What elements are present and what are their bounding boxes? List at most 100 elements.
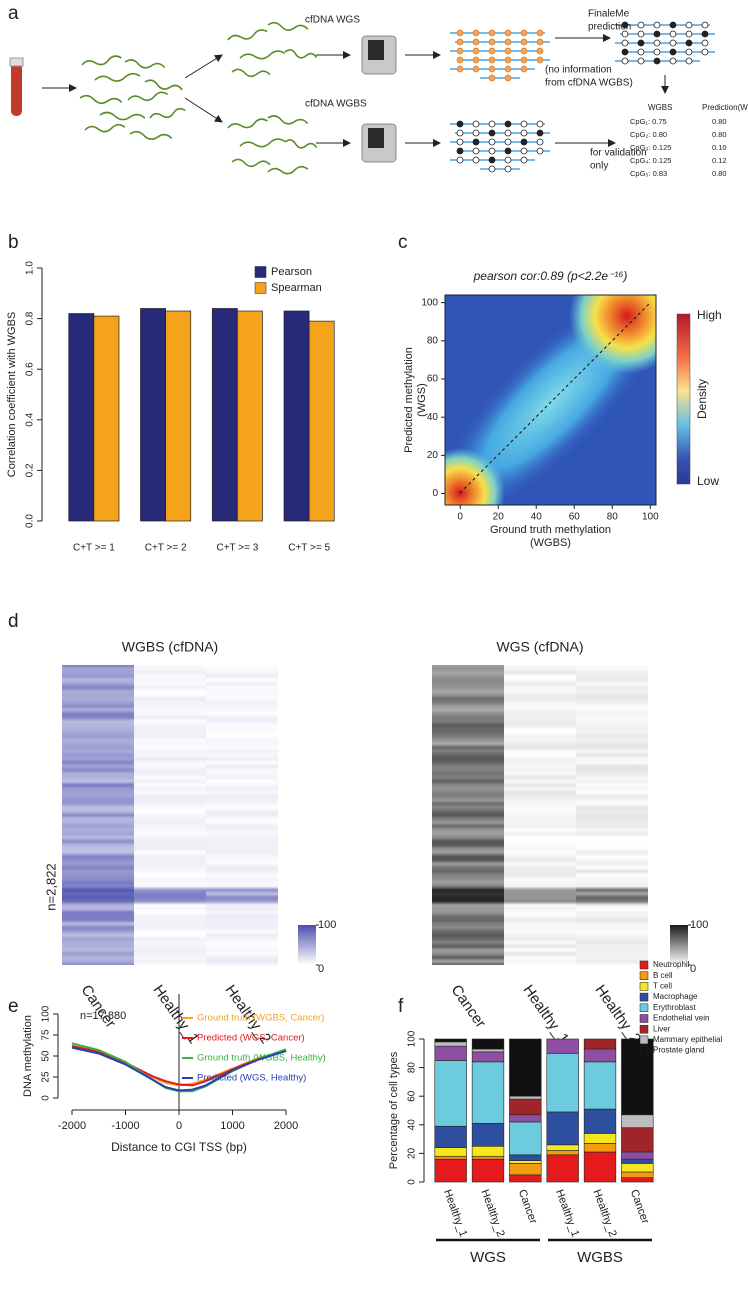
x-tick-label: Healthy_2 (478, 1188, 506, 1239)
y-tick-label: 80 (427, 335, 439, 346)
cpg (456, 29, 464, 37)
y-tick-label: 80 (407, 1062, 418, 1074)
fragment (239, 50, 286, 60)
cpg (520, 65, 528, 73)
bar-segment (583, 1048, 617, 1063)
y-tick-label: 40 (407, 1119, 418, 1131)
fragment (227, 29, 268, 41)
cpg (653, 39, 661, 47)
legend-label: Prostate gland (653, 1046, 705, 1055)
legend-label: T cell (653, 982, 672, 991)
heatmap-column (576, 665, 648, 965)
y-tick-label: 20 (407, 1147, 418, 1159)
fragment (79, 94, 123, 104)
y-tick-label: 0.2 (25, 463, 36, 477)
x-tick-label: Cancer (516, 1188, 540, 1226)
cpg (472, 120, 480, 128)
annotation: n=17,880 (80, 1010, 126, 1022)
cpg (504, 138, 512, 146)
cpg (456, 47, 464, 55)
heatmap-column (432, 665, 504, 965)
cpg (472, 147, 480, 155)
legend-swatch (254, 266, 267, 278)
fragment (284, 139, 318, 149)
table-cell: 0.80 (712, 130, 727, 139)
x-tick-label: 1000 (220, 1120, 244, 1132)
cpg (637, 39, 645, 47)
x-tick-label: -2000 (58, 1120, 86, 1132)
x-tick-label: Healthy_2 (591, 982, 644, 1047)
cpg (685, 48, 693, 56)
x-tick-label: Healthy_1 (553, 1188, 581, 1239)
legend-label: Endothelial vein (653, 1014, 709, 1023)
table-cell: 0.80 (712, 169, 727, 178)
chart-title: pearson cor:0.89 (p<2.2e⁻¹⁶) (473, 269, 628, 283)
cpg (488, 47, 496, 55)
row-count: n=2,822 (43, 863, 58, 910)
cpg (456, 156, 464, 164)
cpg (456, 129, 464, 137)
cpg (472, 65, 480, 73)
arrows (42, 34, 669, 147)
table-header: WGBS (648, 103, 672, 112)
cpg (536, 147, 544, 155)
legend-label: Pearson (271, 266, 312, 278)
fragment (129, 130, 173, 140)
y-tick-label: 1.0 (25, 261, 36, 275)
bar (165, 310, 192, 522)
cpg (653, 30, 661, 38)
fragment (267, 21, 309, 31)
cpg (504, 56, 512, 64)
colorbar (298, 925, 316, 965)
bar (68, 313, 95, 522)
table-cell: 0.12 (712, 156, 727, 165)
cpg (621, 39, 629, 47)
cpg (669, 48, 677, 56)
bar-segment (583, 1151, 617, 1183)
cpg (536, 129, 544, 137)
table-cell: CpG₂: 0.80 (630, 130, 667, 139)
bar (283, 310, 310, 522)
cpg (520, 129, 528, 137)
density-field (445, 295, 656, 505)
bar-segment (434, 1155, 467, 1160)
x-axis-label: (WGBS) (530, 537, 571, 549)
cpg (653, 21, 661, 29)
panel-label: e (8, 996, 19, 1017)
bar-segment (471, 1048, 505, 1053)
cpg (520, 156, 528, 164)
x-tick-label: 100 (642, 512, 659, 523)
bar-segment (471, 1051, 505, 1063)
y-tick-label: 75 (41, 1029, 52, 1041)
bar (140, 308, 166, 522)
x-tick-label: Healthy_1 (149, 982, 202, 1047)
cpg (504, 165, 512, 173)
legend-swatch (639, 992, 649, 1002)
y-tick-label: 40 (427, 412, 439, 423)
wgbs-label: cfDNA WGBS (305, 99, 367, 110)
bar-segment (509, 1163, 542, 1176)
cpg (488, 165, 496, 173)
cpg (653, 57, 661, 65)
cpg (669, 30, 677, 38)
fragment (124, 59, 166, 69)
bar-segment (621, 1163, 654, 1173)
group-label: WGS (470, 1249, 506, 1266)
fragment (99, 111, 146, 121)
legend-label: B cell (653, 971, 673, 980)
x-tick-label: C+T >= 5 (288, 543, 330, 554)
x-tick-label: Healthy_1 (441, 1188, 469, 1239)
legend-label: Macrophage (653, 992, 698, 1001)
y-tick-label: 0.4 (25, 412, 36, 426)
cpg (504, 147, 512, 155)
x-tick-label: 0 (176, 1120, 182, 1132)
panel-label: b (8, 232, 19, 253)
bar-segment (509, 1095, 542, 1100)
bar-segment (434, 1041, 467, 1047)
table-cell: CpG₃: 0.125 (630, 143, 671, 152)
colorbar-tick-label: 0 (690, 963, 696, 975)
bar-segment (471, 1123, 505, 1147)
cpg (536, 38, 544, 46)
heatmap-column (134, 665, 206, 965)
cpg (456, 147, 464, 155)
